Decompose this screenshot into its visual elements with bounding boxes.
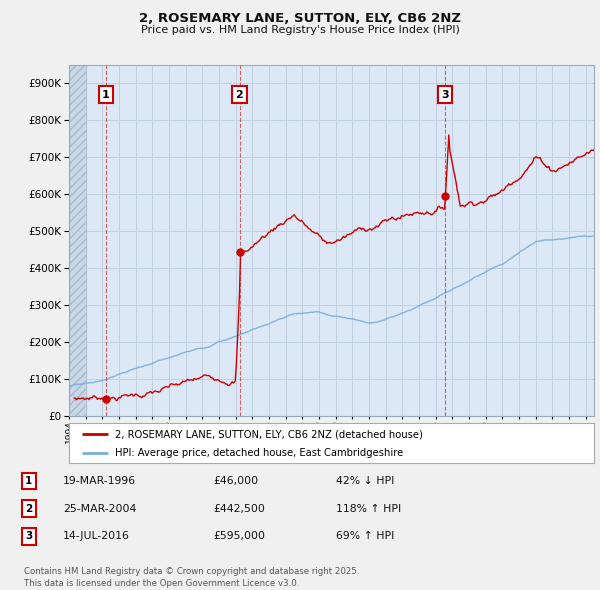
Text: 1: 1 [25, 476, 32, 486]
Text: 2, ROSEMARY LANE, SUTTON, ELY, CB6 2NZ: 2, ROSEMARY LANE, SUTTON, ELY, CB6 2NZ [139, 12, 461, 25]
Text: 2: 2 [236, 90, 244, 100]
Text: 3: 3 [25, 532, 32, 541]
Text: 19-MAR-1996: 19-MAR-1996 [63, 476, 136, 486]
Text: 69% ↑ HPI: 69% ↑ HPI [336, 532, 394, 541]
Text: 25-MAR-2004: 25-MAR-2004 [63, 504, 136, 513]
Text: 2, ROSEMARY LANE, SUTTON, ELY, CB6 2NZ (detached house): 2, ROSEMARY LANE, SUTTON, ELY, CB6 2NZ (… [115, 430, 423, 440]
Text: £46,000: £46,000 [213, 476, 258, 486]
Text: 118% ↑ HPI: 118% ↑ HPI [336, 504, 401, 513]
Text: 1: 1 [102, 90, 110, 100]
Text: 2: 2 [25, 504, 32, 513]
Bar [69, 65, 86, 416]
Text: £595,000: £595,000 [213, 532, 265, 541]
Text: 3: 3 [441, 90, 448, 100]
Bar [69, 65, 86, 416]
Text: 42% ↓ HPI: 42% ↓ HPI [336, 476, 394, 486]
Text: £442,500: £442,500 [213, 504, 265, 513]
Text: Price paid vs. HM Land Registry's House Price Index (HPI): Price paid vs. HM Land Registry's House … [140, 25, 460, 35]
Text: Contains HM Land Registry data © Crown copyright and database right 2025.
This d: Contains HM Land Registry data © Crown c… [24, 568, 359, 588]
Text: HPI: Average price, detached house, East Cambridgeshire: HPI: Average price, detached house, East… [115, 448, 403, 458]
Text: 14-JUL-2016: 14-JUL-2016 [63, 532, 130, 541]
